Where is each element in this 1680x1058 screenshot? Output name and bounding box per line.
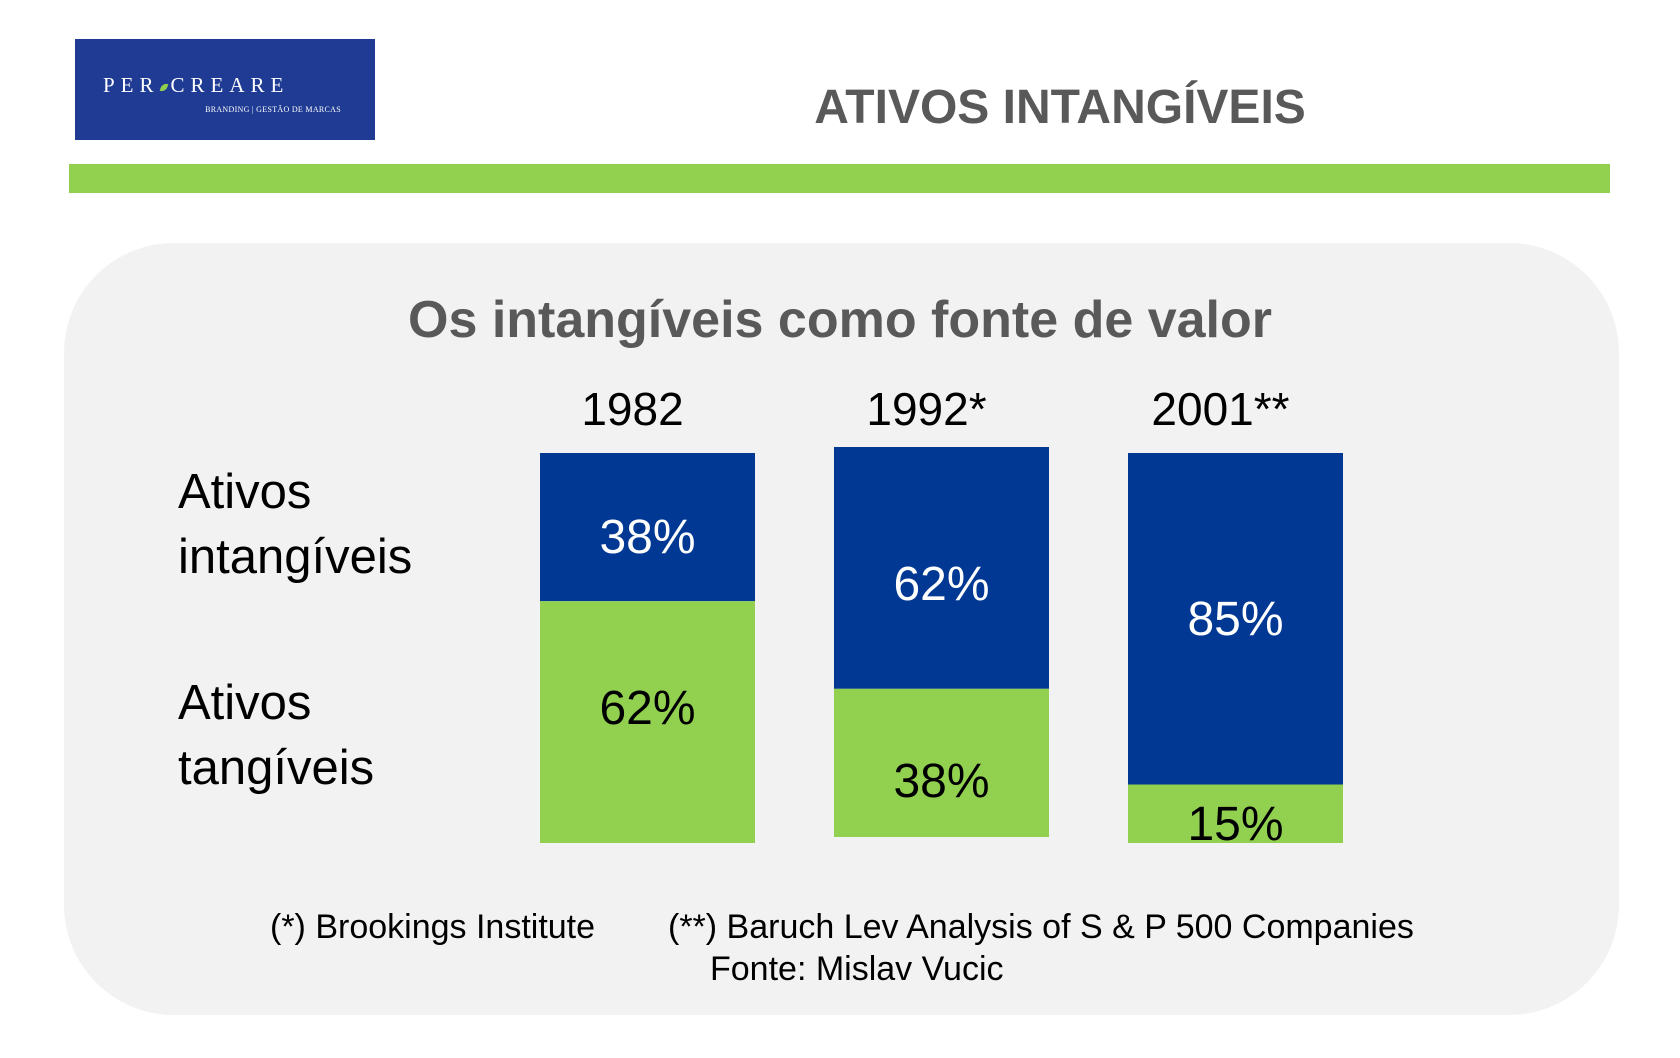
page-title: ATIVOS INTANGÍVEIS bbox=[814, 81, 1306, 134]
bar-segment-tangible-1 bbox=[834, 688, 1049, 837]
logo-tagline: BRANDING | GESTÃO DE MARCAS bbox=[205, 105, 341, 114]
legend-intangible-line2: intangíveis bbox=[178, 530, 413, 584]
bar-label-tangible-0: 62% bbox=[599, 682, 695, 735]
legend-tangible: Ativos tangíveis bbox=[178, 671, 468, 801]
header-divider bbox=[69, 164, 1610, 193]
bar-label-intangible-1: 62% bbox=[893, 558, 989, 611]
bar-label-intangible-0: 38% bbox=[599, 511, 695, 564]
bar-segment-tangible-0 bbox=[540, 601, 755, 843]
bar-label-tangible-2: 15% bbox=[1187, 798, 1283, 851]
bar-label-intangible-2: 85% bbox=[1187, 593, 1283, 646]
logo: PER CREARE BRANDING | GESTÃO DE MARCAS bbox=[75, 39, 375, 140]
logo-name-part2: CREARE bbox=[170, 73, 290, 97]
legend-intangible: Ativos intangíveis bbox=[178, 460, 468, 590]
bar-label-tangible-1: 38% bbox=[893, 755, 989, 808]
legend-tangible-line1: Ativos bbox=[178, 676, 312, 730]
bar-segment-intangible-0 bbox=[540, 453, 755, 602]
year-label-2: 2001** bbox=[1151, 383, 1289, 435]
footnote-baruch-lev: (**) Baruch Lev Analysis of S & P 500 Co… bbox=[668, 908, 1414, 946]
year-label-0: 1982 bbox=[581, 383, 683, 435]
legend-intangible-line1: Ativos bbox=[178, 465, 312, 519]
footnote-brookings: (*) Brookings Institute bbox=[270, 908, 596, 946]
chart-title: Os intangíveis como fonte de valor bbox=[408, 291, 1272, 349]
bar-segment-intangible-1 bbox=[834, 447, 1049, 689]
bar-segment-intangible-2 bbox=[1128, 453, 1343, 785]
bar-segment-tangible-2 bbox=[1128, 784, 1343, 843]
legend-tangible-line2: tangíveis bbox=[178, 741, 375, 795]
logo-name-part1: PER bbox=[103, 73, 160, 97]
logo-name: PER CREARE bbox=[103, 73, 289, 98]
year-label-1: 1992* bbox=[866, 383, 986, 435]
footnote-source: Fonte: Mislav Vucic bbox=[710, 950, 1004, 988]
